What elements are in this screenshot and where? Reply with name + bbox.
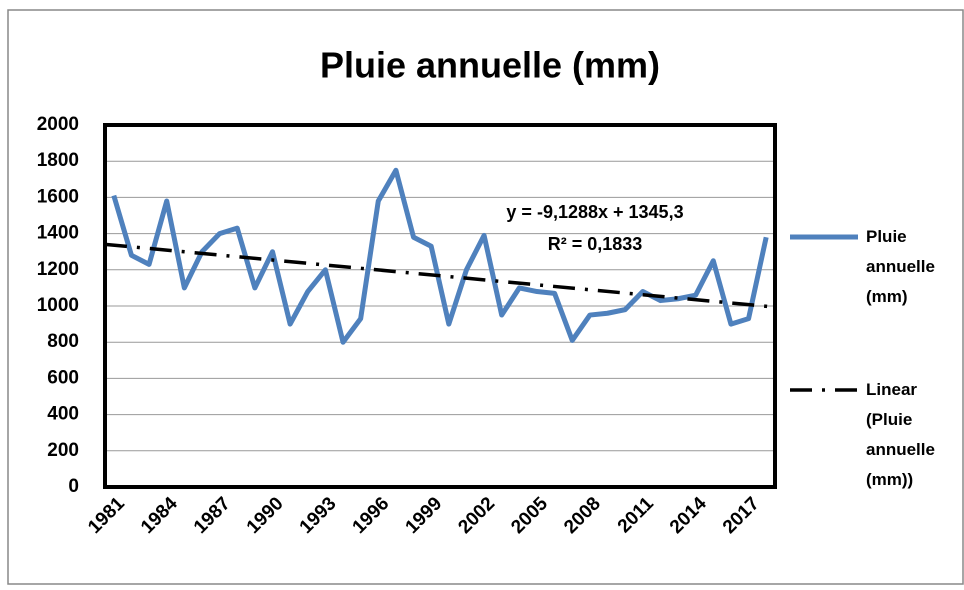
y-tick-label: 1600 (37, 186, 79, 207)
x-tick-label: 2008 (560, 493, 605, 538)
x-tick-label: 1990 (243, 493, 288, 538)
x-tick-label: 1999 (402, 493, 447, 538)
x-tick-label: 2017 (719, 493, 764, 538)
y-tick-label: 2000 (37, 114, 79, 135)
y-tick-label: 1000 (37, 295, 79, 316)
legend-label: Linear (Pluie annuelle (mm)) (866, 380, 935, 489)
x-tick-label: 1984 (137, 493, 182, 538)
x-tick-label: 2014 (666, 493, 711, 538)
legend-label: Pluie annuelle (mm) (866, 227, 935, 306)
y-tick-label: 1200 (37, 259, 79, 280)
x-tick-label: 1996 (349, 493, 394, 538)
trend-line (104, 242, 776, 309)
trend-r2: R² = 0,1833 (548, 234, 643, 254)
x-tick-label: 2011 (614, 493, 658, 537)
y-tick-label: 1400 (37, 223, 79, 244)
y-tick-label: 800 (47, 331, 79, 352)
y-tick-label: 400 (47, 404, 79, 425)
trend-equation: y = -9,1288x + 1345,3 (506, 202, 683, 222)
plot-area-border (103, 123, 777, 489)
x-tick-label: 2002 (454, 493, 499, 538)
x-tick-label: 1987 (190, 493, 235, 538)
x-tick-label: 2005 (507, 493, 552, 538)
data-line (111, 167, 769, 345)
y-tick-label: 200 (47, 440, 79, 461)
x-tick-label: 1981 (84, 493, 129, 538)
chart-title: Pluie annuelle (mm) (320, 45, 660, 86)
y-tick-label: 600 (47, 367, 79, 388)
y-tick-label: 1800 (37, 150, 79, 171)
x-tick-label: 1993 (296, 493, 341, 538)
y-tick-label: 0 (68, 476, 79, 497)
chart-frame (7, 9, 964, 585)
